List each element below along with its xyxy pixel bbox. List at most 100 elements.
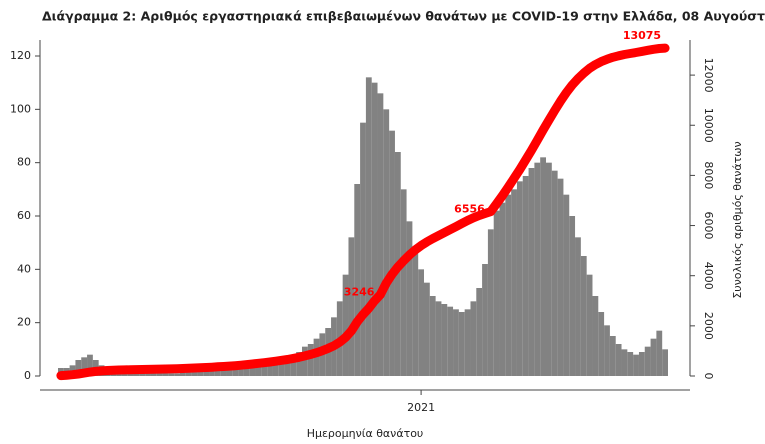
bar bbox=[493, 210, 500, 376]
bar bbox=[476, 288, 483, 376]
bar bbox=[127, 373, 134, 376]
bar bbox=[383, 109, 390, 376]
bar bbox=[662, 349, 668, 376]
bar bbox=[238, 365, 244, 376]
bar bbox=[499, 202, 506, 376]
bar bbox=[453, 309, 459, 376]
bar bbox=[644, 346, 651, 376]
bar bbox=[621, 349, 628, 376]
bar bbox=[81, 357, 88, 376]
bar bbox=[360, 122, 366, 377]
bar bbox=[650, 338, 657, 376]
bar bbox=[284, 357, 291, 376]
bar bbox=[365, 77, 372, 376]
bar bbox=[406, 221, 413, 376]
y-tick-label: 40 bbox=[17, 262, 31, 275]
bar bbox=[598, 312, 605, 376]
bar bbox=[546, 162, 552, 376]
bar bbox=[156, 373, 163, 376]
bar bbox=[261, 362, 268, 376]
bar bbox=[180, 370, 186, 376]
bar bbox=[424, 282, 430, 376]
bar bbox=[575, 237, 581, 376]
bar bbox=[627, 352, 634, 376]
bar bbox=[302, 346, 308, 376]
chart-title: Διάγραμμα 2: Αριθμός εργαστηριακά επιβεβ… bbox=[42, 9, 765, 24]
bar bbox=[307, 344, 314, 376]
bar bbox=[255, 362, 262, 376]
bar bbox=[290, 354, 297, 376]
bar bbox=[214, 368, 221, 376]
bar bbox=[121, 373, 128, 376]
bar bbox=[168, 373, 175, 376]
bar bbox=[209, 370, 215, 376]
bar bbox=[569, 216, 576, 376]
bar bbox=[220, 368, 227, 376]
bar bbox=[342, 274, 349, 376]
bar bbox=[656, 330, 663, 376]
bar bbox=[133, 373, 140, 376]
bar bbox=[586, 274, 593, 376]
bar bbox=[232, 368, 239, 376]
bar bbox=[185, 370, 192, 376]
bar bbox=[505, 194, 512, 376]
y-tick-label: 0 bbox=[24, 369, 31, 382]
x-tick-label: 2021 bbox=[407, 401, 435, 414]
y2-tick-label: 2000 bbox=[702, 312, 715, 340]
bar bbox=[412, 248, 419, 376]
bar bbox=[638, 352, 645, 376]
bar bbox=[580, 256, 587, 376]
y2-tick-label: 0 bbox=[702, 373, 715, 380]
y2-tick-label: 10000 bbox=[702, 108, 715, 143]
y2-tick-label: 6000 bbox=[702, 212, 715, 240]
bar bbox=[482, 264, 488, 376]
bar bbox=[243, 362, 250, 376]
y-tick-label: 60 bbox=[17, 209, 31, 222]
bar bbox=[75, 360, 82, 376]
y-tick-label: 120 bbox=[10, 49, 31, 62]
y2-axis-label: Συνολικός αριθμός θανάτων bbox=[731, 141, 744, 298]
bar bbox=[534, 162, 541, 376]
bar bbox=[470, 301, 477, 376]
y2-tick-label: 4000 bbox=[702, 262, 715, 290]
y2-tick-label: 8000 bbox=[702, 161, 715, 189]
y-tick-label: 80 bbox=[17, 156, 31, 169]
bar bbox=[400, 189, 407, 376]
bar bbox=[145, 373, 151, 376]
bar bbox=[354, 184, 361, 376]
bar bbox=[162, 373, 169, 376]
bar bbox=[87, 354, 93, 376]
cumulative-line bbox=[56, 43, 670, 381]
value-label: 3246 bbox=[344, 286, 375, 299]
bar bbox=[435, 301, 442, 376]
y-tick-label: 100 bbox=[10, 102, 31, 115]
y-tick-label: 20 bbox=[17, 316, 31, 329]
bar bbox=[389, 130, 395, 376]
bar bbox=[249, 362, 256, 376]
bar bbox=[429, 296, 436, 376]
bar bbox=[464, 309, 471, 376]
bar bbox=[540, 157, 546, 376]
value-label: 6556 bbox=[454, 203, 485, 216]
bar bbox=[487, 229, 494, 376]
bar bbox=[551, 170, 558, 376]
x-axis-label: Ημερομηνία θανάτου bbox=[307, 427, 424, 440]
bar bbox=[418, 269, 424, 376]
bar bbox=[197, 370, 204, 376]
bar bbox=[609, 336, 616, 376]
bar bbox=[174, 373, 180, 376]
bar bbox=[615, 344, 622, 376]
bar bbox=[528, 168, 535, 376]
bar bbox=[226, 368, 233, 376]
bar bbox=[191, 370, 198, 376]
bar bbox=[371, 82, 378, 377]
bar bbox=[604, 325, 610, 376]
bar bbox=[441, 304, 448, 376]
bar bbox=[267, 360, 273, 376]
y2-tick-label: 12000 bbox=[702, 58, 715, 93]
bar bbox=[511, 189, 517, 376]
bar bbox=[348, 237, 355, 376]
bar bbox=[633, 354, 639, 376]
bar bbox=[592, 296, 599, 376]
